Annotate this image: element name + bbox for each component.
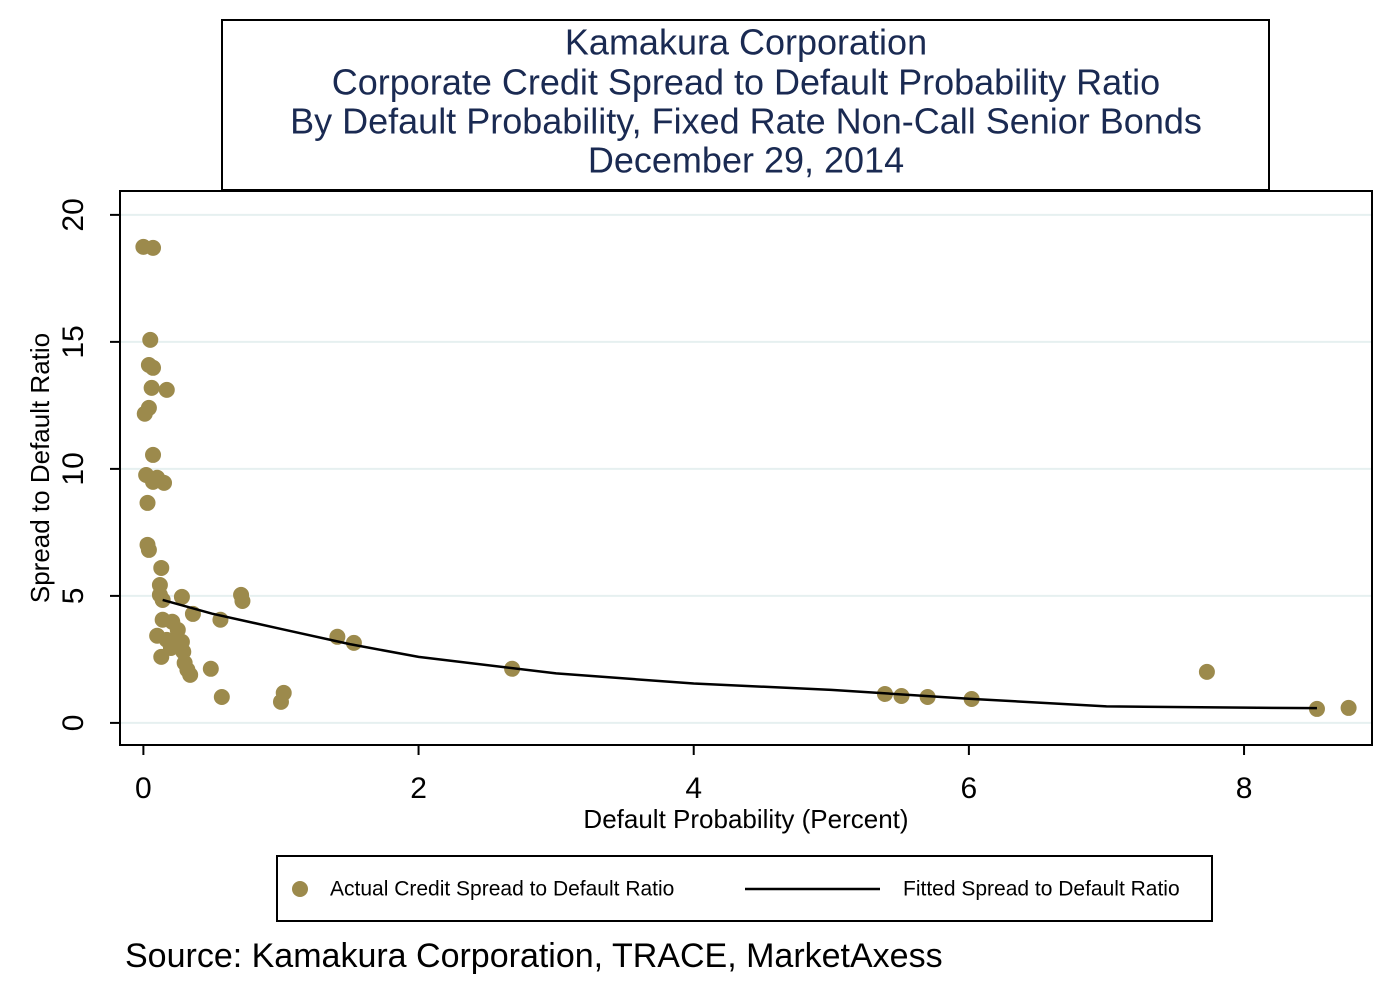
legend [276, 855, 1213, 922]
scatter-point [139, 494, 156, 511]
scatter-point [234, 592, 251, 609]
scatter-point [173, 588, 190, 605]
source-note: Source: Kamakura Corporation, TRACE, Mar… [125, 937, 943, 975]
title-line: By Default Probability, Fixed Rate Non-C… [290, 101, 1202, 142]
scatter-point [153, 648, 170, 665]
scatter-point [158, 381, 175, 398]
y-tick-label: 20 [57, 198, 90, 231]
legend-label: Actual Credit Spread to Default Ratio [330, 878, 674, 901]
scatter-point [182, 666, 199, 683]
title-line: Corporate Credit Spread to Default Proba… [332, 62, 1160, 103]
scatter-point [142, 331, 159, 348]
scatter-point [1198, 663, 1215, 680]
x-tick-label: 8 [1236, 772, 1253, 805]
scatter-point [1308, 700, 1325, 717]
scatter-point [156, 474, 173, 491]
title-line: December 29, 2014 [588, 140, 904, 181]
legend-swatch [292, 881, 308, 897]
legend-label: Fitted Spread to Default Ratio [903, 878, 1180, 901]
x-tick-label: 6 [961, 772, 978, 805]
scatter-point [145, 359, 162, 376]
title-line: Kamakura Corporation [565, 22, 927, 63]
y-tick-label: 0 [57, 715, 90, 732]
scatter-point [202, 660, 219, 677]
x-tick-label: 2 [410, 772, 427, 805]
scatter-point [213, 688, 230, 705]
scatter-point [275, 684, 292, 701]
scatter-point [145, 239, 162, 256]
scatter-point [143, 379, 160, 396]
fitted-line [162, 598, 1317, 710]
title: Kamakura Corporation Corporate Credit Sp… [290, 22, 1202, 181]
y-axis-label: Spread to Default Ratio [25, 333, 55, 603]
scatter-point [153, 559, 170, 576]
title-box [221, 19, 1270, 191]
x-tick-label: 0 [135, 772, 152, 805]
scatter-point [145, 446, 162, 463]
y-tick-label: 5 [57, 588, 90, 605]
scatter-point [140, 541, 157, 558]
x-tick-label: 4 [685, 772, 702, 805]
x-axis-label: Default Probability (Percent) [583, 804, 908, 834]
y-tick-label: 15 [57, 325, 90, 358]
scatter-point [1340, 699, 1357, 716]
scatter-point [136, 405, 153, 422]
scatter-point [893, 687, 910, 704]
y-tick-label: 10 [57, 452, 90, 485]
